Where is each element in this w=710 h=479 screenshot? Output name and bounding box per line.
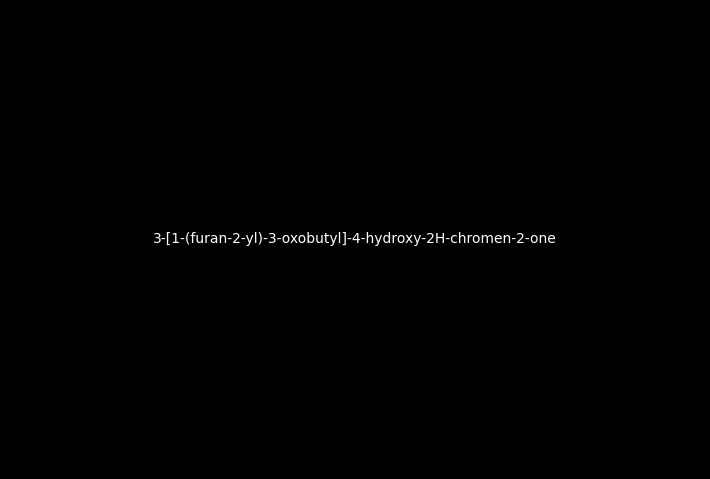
- Text: 3-[1-(furan-2-yl)-3-oxobutyl]-4-hydroxy-2H-chromen-2-one: 3-[1-(furan-2-yl)-3-oxobutyl]-4-hydroxy-…: [153, 232, 557, 247]
